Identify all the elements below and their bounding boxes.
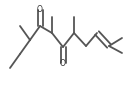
Text: O: O: [37, 5, 43, 15]
Text: O: O: [60, 58, 66, 68]
